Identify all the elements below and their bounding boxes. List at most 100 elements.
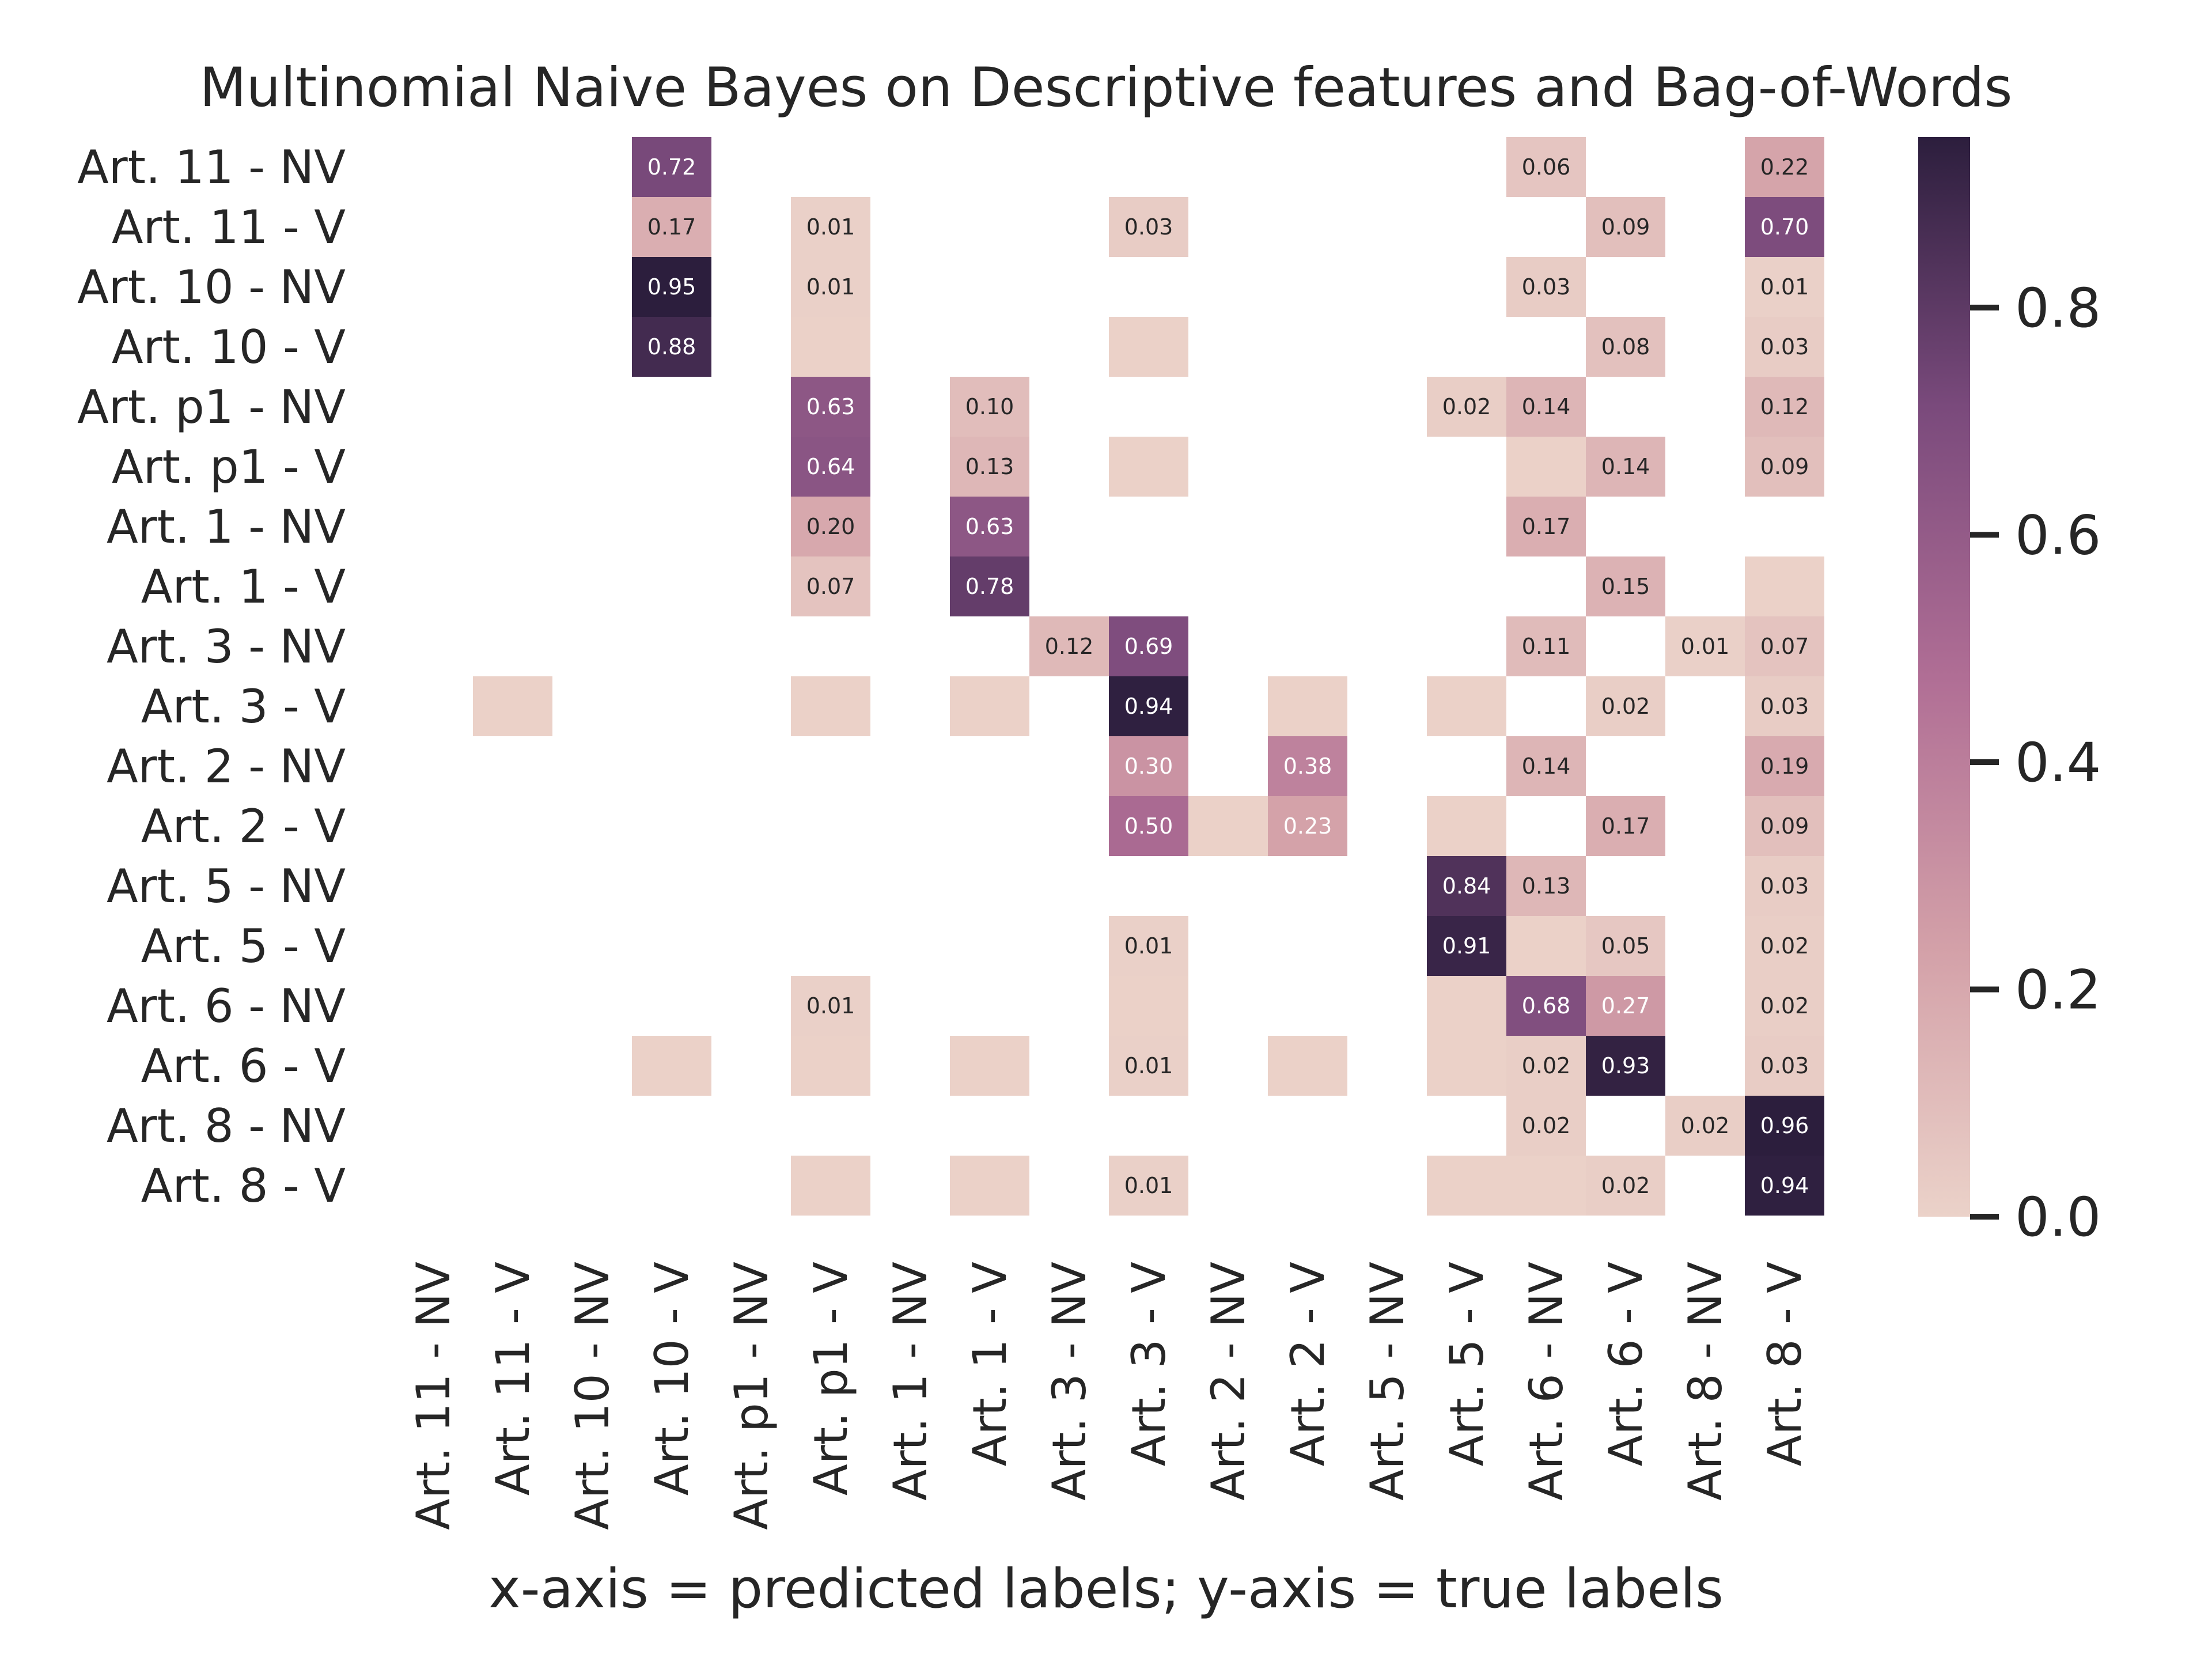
cell-value-label: 0.01 bbox=[1124, 933, 1173, 959]
heatmap-cell bbox=[1427, 1156, 1506, 1216]
cell-value-label: 0.07 bbox=[1760, 634, 1809, 659]
heatmap-cell bbox=[1745, 377, 1824, 437]
y-tick-label: Art. 10 - V bbox=[112, 320, 346, 374]
cell-value-label: 0.68 bbox=[1522, 993, 1571, 1019]
heatmap-cell bbox=[791, 976, 870, 1036]
cell-value-label: 0.94 bbox=[1760, 1173, 1809, 1198]
heatmap-cell bbox=[1586, 317, 1665, 377]
cell-value-label: 0.13 bbox=[965, 454, 1014, 479]
cell-value-label: 0.11 bbox=[1522, 634, 1571, 659]
heatmap-cell bbox=[1745, 437, 1824, 497]
y-tick-label: Art. p1 - NV bbox=[77, 380, 346, 434]
heatmap-cell bbox=[791, 556, 870, 616]
colorbar-tick-label: 0.6 bbox=[2015, 504, 2101, 567]
heatmap-cell bbox=[1109, 916, 1188, 976]
cell-value-label: 0.63 bbox=[806, 394, 855, 419]
cell-value-label: 0.64 bbox=[806, 454, 855, 479]
heatmap-cell bbox=[1745, 856, 1824, 916]
cell-value-label: 0.78 bbox=[965, 574, 1014, 599]
cell-value-label: 0.15 bbox=[1601, 574, 1650, 599]
heatmap-cell bbox=[950, 377, 1029, 437]
cell-value-label: 0.50 bbox=[1124, 813, 1173, 839]
cell-value-label: 0.93 bbox=[1601, 1053, 1650, 1078]
cell-value-label: 0.70 bbox=[1760, 214, 1809, 240]
cell-value-label: 0.03 bbox=[1124, 214, 1173, 240]
y-tick-label: Art. 2 - V bbox=[141, 800, 346, 853]
heatmap-cell bbox=[1427, 796, 1506, 856]
x-axis-tick-labels: Art. 11 - NV Art. 11 - V Art. 10 - NV Art. … bbox=[407, 1262, 1812, 1530]
x-tick-label: Art. 3 - V bbox=[1122, 1262, 1176, 1466]
x-tick-label: Art. 3 - NV bbox=[1043, 1262, 1096, 1501]
heatmap-cell bbox=[1586, 796, 1665, 856]
heatmap-cell bbox=[1586, 916, 1665, 976]
heatmap-cell bbox=[1745, 1036, 1824, 1096]
heatmap-cell bbox=[1506, 257, 1586, 317]
cell-value-label: 0.09 bbox=[1760, 454, 1809, 479]
heatmap-cell bbox=[1268, 1036, 1347, 1096]
heatmap-cell bbox=[791, 1036, 870, 1096]
heatmap-cell bbox=[1506, 1156, 1586, 1216]
heatmap-cell bbox=[1745, 137, 1824, 197]
cell-value-label: 0.69 bbox=[1124, 634, 1173, 659]
cell-value-label: 0.38 bbox=[1283, 754, 1332, 779]
cell-value-label: 0.96 bbox=[1760, 1113, 1809, 1138]
heatmap-cells: 0.72 0.06 0.22 0.17 0.01 0.03 0.09 0.70 0.95 0.01… bbox=[473, 137, 1824, 1216]
heatmap-cell bbox=[1268, 796, 1347, 856]
x-tick-label: Art. 11 - NV bbox=[407, 1262, 460, 1530]
cell-value-label: 0.84 bbox=[1442, 873, 1491, 899]
cell-value-label: 0.01 bbox=[1124, 1173, 1173, 1198]
heatmap-cell bbox=[1506, 616, 1586, 676]
heatmap-cell bbox=[1109, 437, 1188, 497]
cell-value-label: 0.03 bbox=[1760, 873, 1809, 899]
heatmap-cell bbox=[950, 556, 1029, 616]
y-tick-label: Art. 3 - V bbox=[141, 680, 346, 733]
heatmap-cell bbox=[791, 257, 870, 317]
heatmap-cell bbox=[1506, 497, 1586, 556]
cell-value-label: 0.22 bbox=[1760, 154, 1809, 180]
cell-value-label: 0.06 bbox=[1522, 154, 1571, 180]
cell-value-label: 0.02 bbox=[1760, 933, 1809, 959]
cell-value-label: 0.02 bbox=[1522, 1053, 1571, 1078]
heatmap-cell bbox=[1586, 1156, 1665, 1216]
cell-value-label: 0.01 bbox=[806, 274, 855, 300]
heatmap-cell bbox=[791, 437, 870, 497]
cell-value-label: 0.63 bbox=[965, 514, 1014, 539]
x-tick-label: Art. 10 - V bbox=[645, 1262, 699, 1496]
heatmap-cell bbox=[1506, 1036, 1586, 1096]
heatmap-cell bbox=[791, 676, 870, 736]
cell-value-label: 0.17 bbox=[1522, 514, 1571, 539]
heatmap-cell bbox=[1745, 556, 1824, 616]
cell-value-label: 0.01 bbox=[806, 214, 855, 240]
colorbar-tick-label: 0.4 bbox=[2015, 732, 2101, 794]
cell-value-label: 0.88 bbox=[647, 334, 696, 359]
heatmap-cell bbox=[1745, 317, 1824, 377]
heatmap-cell bbox=[1745, 197, 1824, 257]
heatmap-cell bbox=[632, 317, 711, 377]
heatmap-cell bbox=[1745, 1156, 1824, 1216]
heatmap-cell bbox=[1109, 197, 1188, 257]
heatmap-cell bbox=[1745, 976, 1824, 1036]
cell-value-label: 0.08 bbox=[1601, 334, 1650, 359]
heatmap-cell bbox=[1268, 676, 1347, 736]
x-tick-label: Art. 6 - V bbox=[1599, 1262, 1653, 1466]
y-tick-label: Art. 5 - V bbox=[141, 919, 346, 973]
heatmap-cell bbox=[1109, 796, 1188, 856]
y-tick-label: Art. 11 - NV bbox=[77, 141, 346, 194]
x-tick-label: Art. 2 - NV bbox=[1202, 1262, 1255, 1501]
cell-value-label: 0.20 bbox=[806, 514, 855, 539]
x-tick-label: Art. 1 - V bbox=[963, 1262, 1017, 1466]
y-tick-label: Art. 10 - NV bbox=[77, 260, 346, 314]
cell-value-label: 0.14 bbox=[1601, 454, 1650, 479]
cell-value-label: 0.30 bbox=[1124, 754, 1173, 779]
heatmap-cell bbox=[1109, 1036, 1188, 1096]
heatmap-cell bbox=[1506, 976, 1586, 1036]
cell-value-label: 0.12 bbox=[1760, 394, 1809, 419]
cell-value-label: 0.13 bbox=[1522, 873, 1571, 899]
x-tick-label: Art. 1 - NV bbox=[884, 1262, 937, 1501]
y-tick-label: Art. 1 - NV bbox=[107, 500, 346, 554]
heatmap-cell bbox=[632, 197, 711, 257]
cell-value-label: 0.72 bbox=[647, 154, 696, 180]
heatmap-cell bbox=[1745, 616, 1824, 676]
heatmap-cell bbox=[632, 1036, 711, 1096]
